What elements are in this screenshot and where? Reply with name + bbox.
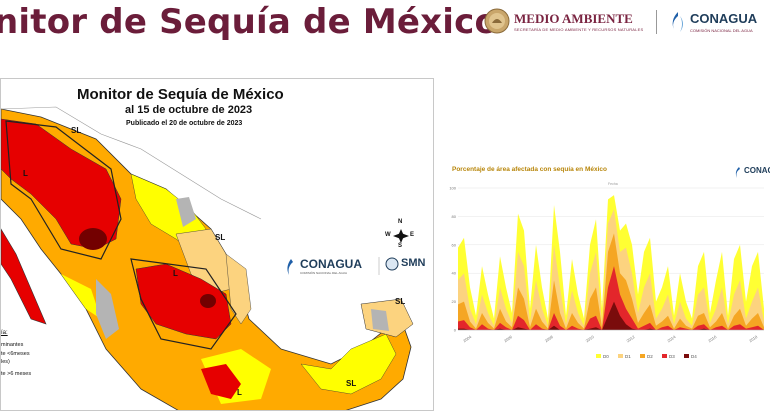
x-tick-label: 2010 xyxy=(585,334,596,344)
map-region-gray-b xyxy=(371,309,389,331)
x-tick-label: 2008 xyxy=(544,334,555,344)
map-conagua-icon xyxy=(287,259,293,275)
map-region-d0-c xyxy=(300,333,397,395)
page-title: nitor de Sequía de México xyxy=(0,2,499,42)
map-impact-outline-a xyxy=(5,120,122,260)
header: nitor de Sequía de México MEDIO AMBIENTE… xyxy=(0,0,770,50)
medio-ambiente-sublabel: SECRETARÍA DE MEDIO AMBIENTE Y RECURSOS … xyxy=(514,27,644,32)
partner-logos: MEDIO AMBIENTE SECRETARÍA DE MEDIO AMBIE… xyxy=(482,6,770,40)
legend-label-d3: D3 xyxy=(669,354,675,359)
map-region-d4-b xyxy=(200,294,216,308)
map-smn-label: SMN xyxy=(401,257,426,269)
map-region-d1-c xyxy=(225,253,252,325)
mexico-drought-map xyxy=(1,79,433,410)
map-region-d0-b xyxy=(61,274,101,319)
medio-ambiente-label: MEDIO AMBIENTE xyxy=(514,11,633,26)
legend-label-d4: D4 xyxy=(691,354,697,359)
region-label: SL xyxy=(215,233,226,242)
map-region-baja xyxy=(1,228,47,325)
x-tick-label: 2006 xyxy=(503,334,514,344)
compass-n-label: N xyxy=(398,219,403,225)
region-label: SL xyxy=(346,379,357,388)
drought-chart-panel: 0 20 40 60 80 100 2004 2006 2008 2010 2012 2014 2016… xyxy=(446,160,770,370)
legend-line: les) xyxy=(1,359,10,365)
map-title: Monitor de Sequía de México xyxy=(77,86,284,103)
map-border-usa xyxy=(1,106,262,220)
compass-w-label: W xyxy=(385,232,391,238)
legend-swatch-d3 xyxy=(662,354,667,358)
y-tick-label: 80 xyxy=(452,214,457,219)
x-tick-label: 2018 xyxy=(748,334,759,344)
legend-line: minantes xyxy=(1,342,24,348)
legend-swatch-d1 xyxy=(618,354,623,358)
x-tick-label: 2004 xyxy=(462,334,473,344)
map-region-d4-a xyxy=(79,228,107,250)
mexico-seal-icon xyxy=(484,8,510,34)
region-label: SL xyxy=(395,297,406,306)
map-conagua-label: CONAGUA xyxy=(300,257,362,271)
map-region-gray-a xyxy=(96,279,119,339)
region-label: L xyxy=(173,269,178,278)
drought-map-panel: Monitor de Sequía de México al 15 de oct… xyxy=(0,78,434,411)
series-area-d3 xyxy=(458,266,764,330)
map-region-gray-c xyxy=(176,197,196,227)
map-smn-icon xyxy=(385,257,399,271)
compass-s-label: S xyxy=(398,243,403,249)
drought-area-chart: 0 20 40 60 80 100 2004 2006 2008 2010 2012 2014 2016… xyxy=(449,186,764,359)
conagua-logo-icon xyxy=(672,12,683,32)
y-tick-label: 100 xyxy=(449,186,456,191)
legend-title: ía: xyxy=(1,330,8,336)
compass-icon xyxy=(393,229,409,243)
region-label: L xyxy=(23,169,28,178)
logo-divider xyxy=(656,10,657,34)
series-area-d4 xyxy=(458,301,764,330)
conagua-label: CONAGUA xyxy=(690,11,758,26)
region-label: L xyxy=(237,388,242,397)
chart-conagua-label: CONAGUA xyxy=(744,166,770,175)
chart-conagua-logo: CONAGUA xyxy=(734,164,770,184)
chart-title: Porcentaje de área afectada con sequía e… xyxy=(452,166,607,173)
y-tick-label: 20 xyxy=(452,299,457,304)
region-label: SL xyxy=(71,126,82,135)
legend-swatch-d4 xyxy=(684,354,689,358)
legend-swatch-d0 xyxy=(596,354,601,358)
conagua-sublabel: COMISIÓN NACIONAL DEL AGUA xyxy=(690,28,753,33)
y-tick-label: 40 xyxy=(452,271,457,276)
legend-label-d1: D1 xyxy=(625,354,631,359)
compass-e-label: E xyxy=(410,232,415,238)
legend-line: te >6 meses xyxy=(1,371,32,377)
map-impact-outline-b xyxy=(130,258,237,350)
map-region-d3-c xyxy=(201,364,241,399)
x-tick-label: 2012 xyxy=(625,334,636,344)
x-tick-label: 2014 xyxy=(666,334,677,344)
legend-swatch-d2 xyxy=(640,354,645,358)
legend-label-d2: D2 xyxy=(647,354,653,359)
y-tick-label: 0 xyxy=(454,328,457,333)
chart-xlabel: Fecha xyxy=(608,182,618,186)
map-published: Publicado el 20 de octubre de 2023 xyxy=(126,120,243,127)
x-tick-label: 2016 xyxy=(707,334,718,344)
chart-conagua-icon xyxy=(735,167,740,178)
map-conagua-sublabel: COMISIÓN NACIONAL DEL AGUA xyxy=(300,271,347,275)
map-date: al 15 de octubre de 2023 xyxy=(125,104,253,116)
legend-label-d0: D0 xyxy=(603,354,609,359)
legend-line: te <6meses xyxy=(1,351,30,357)
y-tick-label: 60 xyxy=(452,242,457,247)
